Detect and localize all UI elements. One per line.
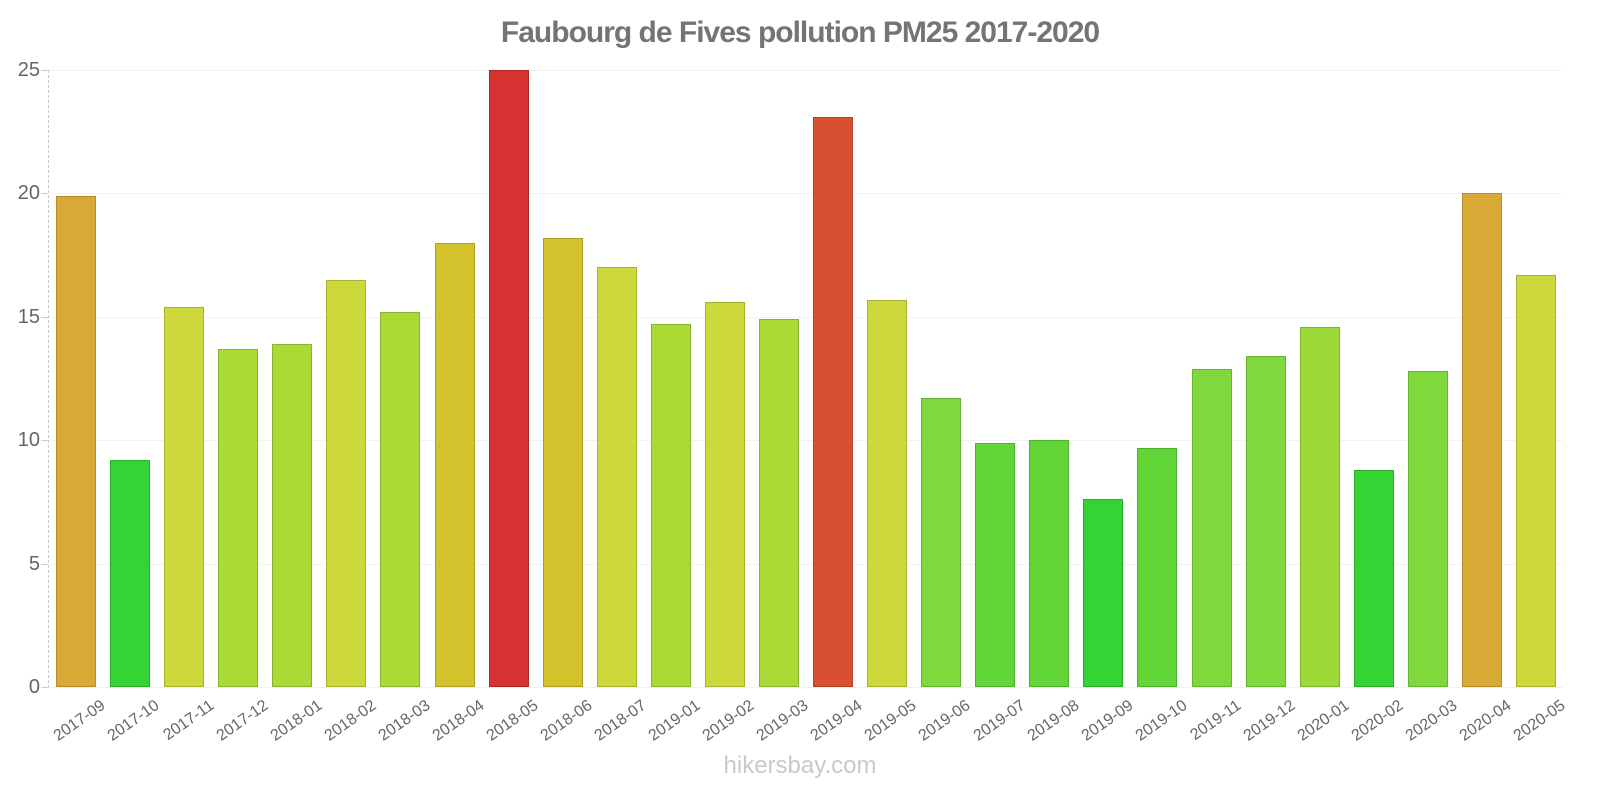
- gridline-20: [49, 193, 1563, 195]
- bar-2018-06[interactable]: [542, 237, 583, 687]
- bar-2019-02[interactable]: [704, 302, 745, 687]
- bar-2019-11[interactable]: [1191, 368, 1232, 687]
- y-axis-label-20: 20: [17, 182, 40, 205]
- x-axis-label-2020-01: 2020-01: [1294, 697, 1353, 745]
- x-axis-label-2019-10: 2019-10: [1132, 697, 1191, 745]
- x-axis-label-2018-07: 2018-07: [591, 697, 650, 745]
- bar-2020-04[interactable]: [1461, 193, 1502, 687]
- bar-2019-03[interactable]: [758, 319, 799, 687]
- x-axis-label-2020-02: 2020-02: [1348, 697, 1407, 745]
- x-axis-label-2019-05: 2019-05: [862, 697, 920, 745]
- x-axis-label-2018-05: 2018-05: [483, 697, 542, 745]
- chart-title: Faubourg de Fives pollution PM25 2017-20…: [500, 16, 1100, 49]
- x-axis-label-2020-05: 2020-05: [1510, 697, 1569, 745]
- x-axis-label-2019-06: 2019-06: [916, 697, 974, 745]
- y-axis-tick-10: [41, 440, 48, 442]
- bar-2017-12[interactable]: [218, 348, 259, 687]
- gridline-15: [49, 316, 1563, 318]
- x-axis-label-2018-03: 2018-03: [375, 697, 434, 745]
- x-axis-label-2019-04: 2019-04: [807, 697, 866, 745]
- bar-2018-04[interactable]: [434, 242, 475, 687]
- x-axis-label-2017-12: 2017-12: [213, 697, 272, 745]
- y-axis-tick-25: [41, 70, 48, 71]
- gridline-10: [49, 440, 1563, 442]
- bar-2019-05[interactable]: [867, 299, 908, 687]
- bar-2019-12[interactable]: [1245, 356, 1286, 687]
- y-axis-tick-20: [41, 193, 48, 195]
- x-axis-label-2018-02: 2018-02: [321, 697, 380, 745]
- bar-2017-10[interactable]: [110, 459, 151, 687]
- x-axis-label-2019-08: 2019-08: [1024, 697, 1083, 745]
- bar-2018-01[interactable]: [272, 343, 313, 687]
- x-axis-label-2019-03: 2019-03: [753, 697, 812, 745]
- bar-2020-05[interactable]: [1515, 274, 1556, 687]
- x-axis-label-2019-02: 2019-02: [699, 697, 758, 745]
- bar-2019-01[interactable]: [650, 324, 691, 687]
- x-axis-label-2017-11: 2017-11: [160, 697, 217, 744]
- bar-2020-01[interactable]: [1299, 326, 1340, 687]
- bar-2019-04[interactable]: [813, 116, 854, 687]
- y-axis-label-10: 10: [17, 429, 40, 452]
- bar-2018-07[interactable]: [596, 267, 637, 687]
- gridline-25: [49, 70, 1563, 71]
- y-axis-tick-5: [41, 563, 48, 565]
- x-axis-label-2018-06: 2018-06: [537, 697, 596, 745]
- x-axis-label-2020-03: 2020-03: [1402, 697, 1461, 745]
- bar-2017-09[interactable]: [56, 195, 97, 687]
- y-axis-label-0: 0: [28, 676, 40, 698]
- y-axis-tick-0: [41, 687, 48, 688]
- bar-2019-08[interactable]: [1029, 440, 1070, 687]
- y-axis-label-15: 15: [17, 305, 40, 328]
- x-axis-label-2019-07: 2019-07: [970, 697, 1029, 745]
- bar-2018-05[interactable]: [488, 70, 529, 687]
- plot-area: [41, 70, 1563, 688]
- x-axis-label-2020-04: 2020-04: [1456, 697, 1515, 745]
- bar-2018-03[interactable]: [380, 311, 421, 687]
- bar-2019-10[interactable]: [1137, 447, 1178, 687]
- x-axis-label-2018-01: 2018-01: [267, 697, 326, 745]
- bar-2019-09[interactable]: [1083, 499, 1124, 687]
- watermark: hikersbay.com: [723, 752, 877, 779]
- x-axis-label-2019-01: 2019-01: [645, 697, 704, 745]
- bar-2019-06[interactable]: [921, 398, 962, 687]
- bar-2020-03[interactable]: [1407, 371, 1448, 687]
- x-axis-label-2017-09: 2017-09: [50, 697, 109, 745]
- bar-2017-11[interactable]: [164, 306, 205, 687]
- y-axis-tick-15: [41, 316, 48, 318]
- x-axis-label-2019-11: 2019-11: [1187, 697, 1245, 744]
- x-axis-label-2019-12: 2019-12: [1240, 697, 1299, 745]
- x-axis-label-2019-09: 2019-09: [1078, 697, 1137, 745]
- bar-2019-07[interactable]: [975, 442, 1016, 687]
- y-axis-label-25: 25: [17, 59, 40, 81]
- bar-2018-02[interactable]: [326, 279, 367, 687]
- x-axis-label-2017-10: 2017-10: [105, 697, 163, 745]
- bar-2020-02[interactable]: [1353, 469, 1394, 687]
- y-axis-label-5: 5: [28, 552, 40, 575]
- gridline-5: [49, 563, 1563, 565]
- x-axis-label-2018-04: 2018-04: [429, 697, 488, 745]
